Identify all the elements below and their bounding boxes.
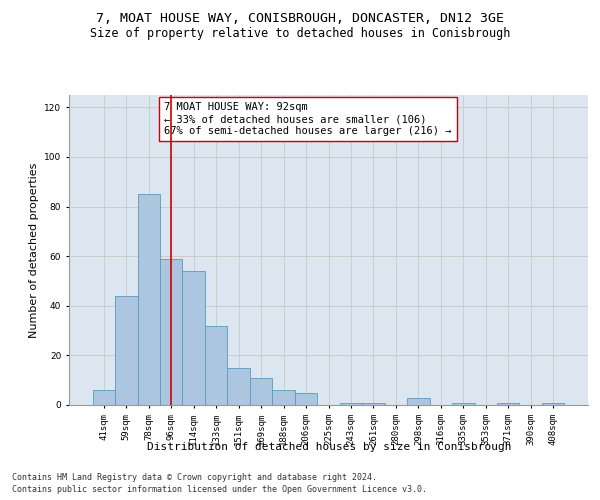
- Text: Contains HM Land Registry data © Crown copyright and database right 2024.: Contains HM Land Registry data © Crown c…: [12, 472, 377, 482]
- Bar: [295, 392, 317, 405]
- Text: Distribution of detached houses by size in Conisbrough: Distribution of detached houses by size …: [146, 442, 511, 452]
- Bar: [160, 258, 182, 405]
- Bar: [497, 402, 520, 405]
- Text: 7 MOAT HOUSE WAY: 92sqm
← 33% of detached houses are smaller (106)
67% of semi-d: 7 MOAT HOUSE WAY: 92sqm ← 33% of detache…: [164, 102, 452, 136]
- Bar: [452, 402, 475, 405]
- Bar: [250, 378, 272, 405]
- Bar: [542, 402, 565, 405]
- Bar: [272, 390, 295, 405]
- Bar: [362, 402, 385, 405]
- Bar: [115, 296, 137, 405]
- Text: Size of property relative to detached houses in Conisbrough: Size of property relative to detached ho…: [90, 28, 510, 40]
- Bar: [407, 398, 430, 405]
- Bar: [182, 271, 205, 405]
- Bar: [340, 402, 362, 405]
- Text: 7, MOAT HOUSE WAY, CONISBROUGH, DONCASTER, DN12 3GE: 7, MOAT HOUSE WAY, CONISBROUGH, DONCASTE…: [96, 12, 504, 26]
- Bar: [205, 326, 227, 405]
- Bar: [137, 194, 160, 405]
- Bar: [92, 390, 115, 405]
- Y-axis label: Number of detached properties: Number of detached properties: [29, 162, 38, 338]
- Bar: [227, 368, 250, 405]
- Text: Contains public sector information licensed under the Open Government Licence v3: Contains public sector information licen…: [12, 485, 427, 494]
